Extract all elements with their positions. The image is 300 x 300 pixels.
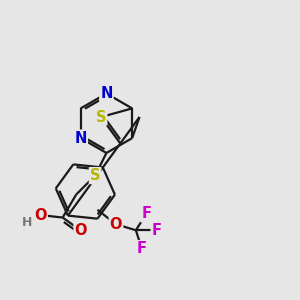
Text: N: N <box>100 86 112 101</box>
Text: O: O <box>110 217 122 232</box>
Text: S: S <box>90 168 101 183</box>
Text: O: O <box>74 223 87 238</box>
Text: F: F <box>137 241 147 256</box>
Text: H: H <box>22 216 32 229</box>
Text: F: F <box>141 206 151 221</box>
Text: F: F <box>152 223 162 238</box>
Text: S: S <box>96 110 106 124</box>
Text: N: N <box>74 130 87 146</box>
Text: O: O <box>34 208 47 223</box>
